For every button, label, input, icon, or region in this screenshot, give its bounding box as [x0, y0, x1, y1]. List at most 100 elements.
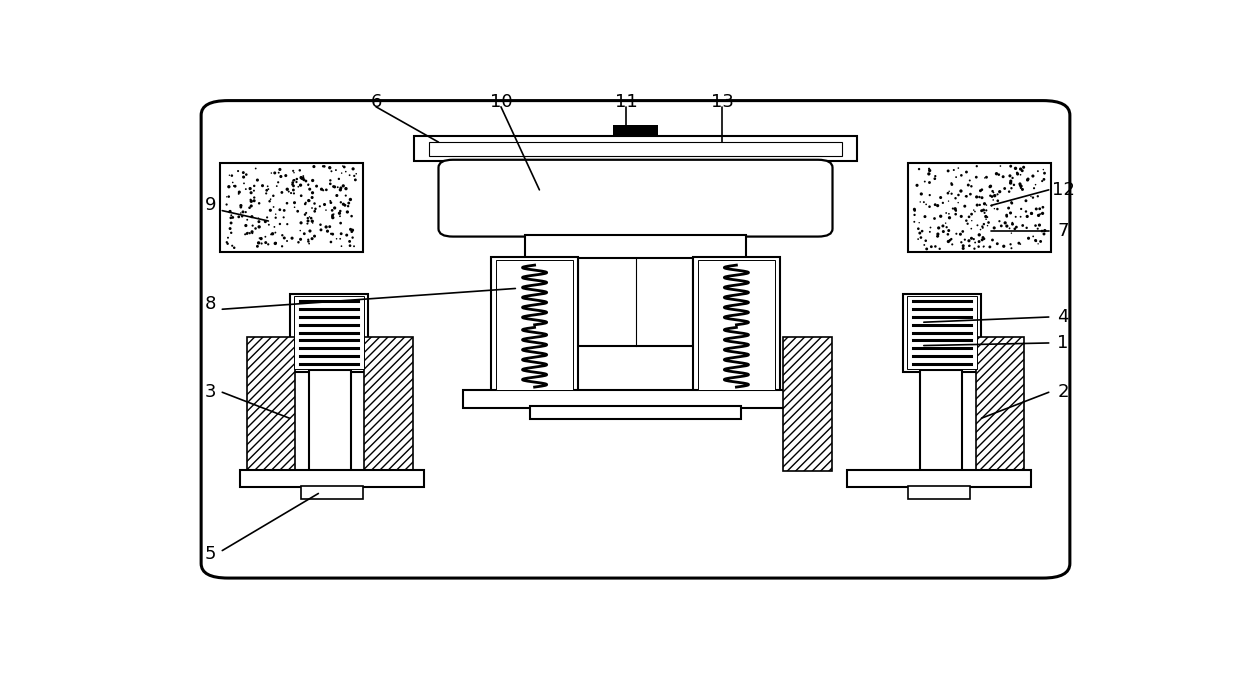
Point	[929, 222, 949, 233]
Point	[909, 217, 929, 228]
Point	[977, 212, 997, 222]
Point	[937, 188, 957, 199]
Point	[936, 218, 956, 228]
Point	[244, 192, 264, 203]
Point	[242, 196, 262, 207]
Point	[270, 218, 290, 229]
Point	[316, 205, 336, 216]
Point	[222, 241, 242, 251]
Point	[956, 191, 976, 202]
Point	[1034, 168, 1054, 179]
Point	[329, 173, 348, 184]
Point	[244, 195, 264, 206]
Point	[284, 167, 304, 178]
Point	[1035, 225, 1055, 236]
Point	[303, 187, 322, 198]
Point	[959, 235, 978, 246]
Point	[218, 233, 238, 243]
Point	[298, 218, 317, 229]
Point	[1006, 163, 1025, 174]
Point	[224, 181, 244, 191]
Point	[963, 205, 983, 216]
Bar	[529, 406, 742, 419]
Point	[911, 189, 931, 200]
Point	[1021, 191, 1040, 202]
Point	[242, 201, 262, 212]
Point	[290, 180, 310, 191]
Point	[303, 203, 322, 214]
Point	[960, 175, 980, 186]
Point	[928, 231, 947, 242]
Point	[1013, 184, 1033, 195]
Point	[1012, 165, 1032, 176]
Point	[920, 202, 940, 212]
Point	[904, 216, 924, 227]
Text: 9: 9	[205, 196, 217, 214]
Point	[263, 228, 283, 239]
Point	[317, 226, 337, 237]
Point	[221, 223, 241, 234]
Point	[914, 197, 934, 208]
Point	[217, 237, 237, 247]
Point	[241, 183, 260, 194]
Point	[951, 237, 971, 247]
Point	[973, 241, 993, 252]
Point	[341, 224, 361, 235]
Point	[298, 216, 317, 226]
Point	[293, 173, 312, 184]
Point	[1011, 169, 1030, 180]
Point	[331, 218, 351, 228]
Point	[970, 191, 990, 202]
Point	[335, 200, 355, 211]
Point	[283, 233, 303, 243]
Point	[311, 184, 331, 195]
Point	[265, 168, 285, 179]
Point	[274, 205, 294, 216]
Point	[320, 162, 340, 173]
Point	[274, 233, 294, 243]
Point	[321, 237, 341, 247]
Point	[1028, 223, 1048, 234]
Point	[249, 222, 269, 233]
Point	[905, 210, 925, 220]
Point	[257, 212, 277, 223]
Point	[303, 216, 322, 226]
Point	[294, 228, 314, 239]
Point	[1032, 226, 1052, 237]
Point	[315, 199, 335, 210]
Point	[222, 171, 242, 181]
Point	[305, 204, 325, 214]
Point	[928, 231, 947, 241]
Point	[221, 212, 241, 223]
Point	[242, 228, 262, 239]
Point	[914, 239, 934, 250]
Point	[281, 187, 301, 198]
Point	[910, 197, 930, 208]
Point	[299, 179, 319, 190]
Point	[242, 211, 262, 222]
Point	[976, 214, 996, 224]
Point	[332, 160, 352, 171]
Point	[320, 175, 340, 186]
Point	[1017, 211, 1037, 222]
Point	[970, 236, 990, 247]
Point	[340, 240, 360, 251]
Point	[277, 236, 296, 247]
Point	[310, 201, 330, 212]
Point	[1001, 176, 1021, 187]
Point	[326, 233, 346, 244]
Point	[223, 212, 243, 223]
Point	[267, 181, 286, 191]
Point	[985, 222, 1004, 233]
Point	[345, 171, 365, 181]
Point	[300, 184, 320, 195]
Point	[987, 239, 1007, 249]
Point	[294, 175, 314, 185]
Point	[331, 241, 351, 251]
Point	[942, 179, 962, 190]
Point	[325, 181, 345, 192]
Point	[1018, 233, 1038, 243]
Point	[272, 171, 291, 182]
Point	[1001, 161, 1021, 172]
Point	[1033, 208, 1053, 219]
